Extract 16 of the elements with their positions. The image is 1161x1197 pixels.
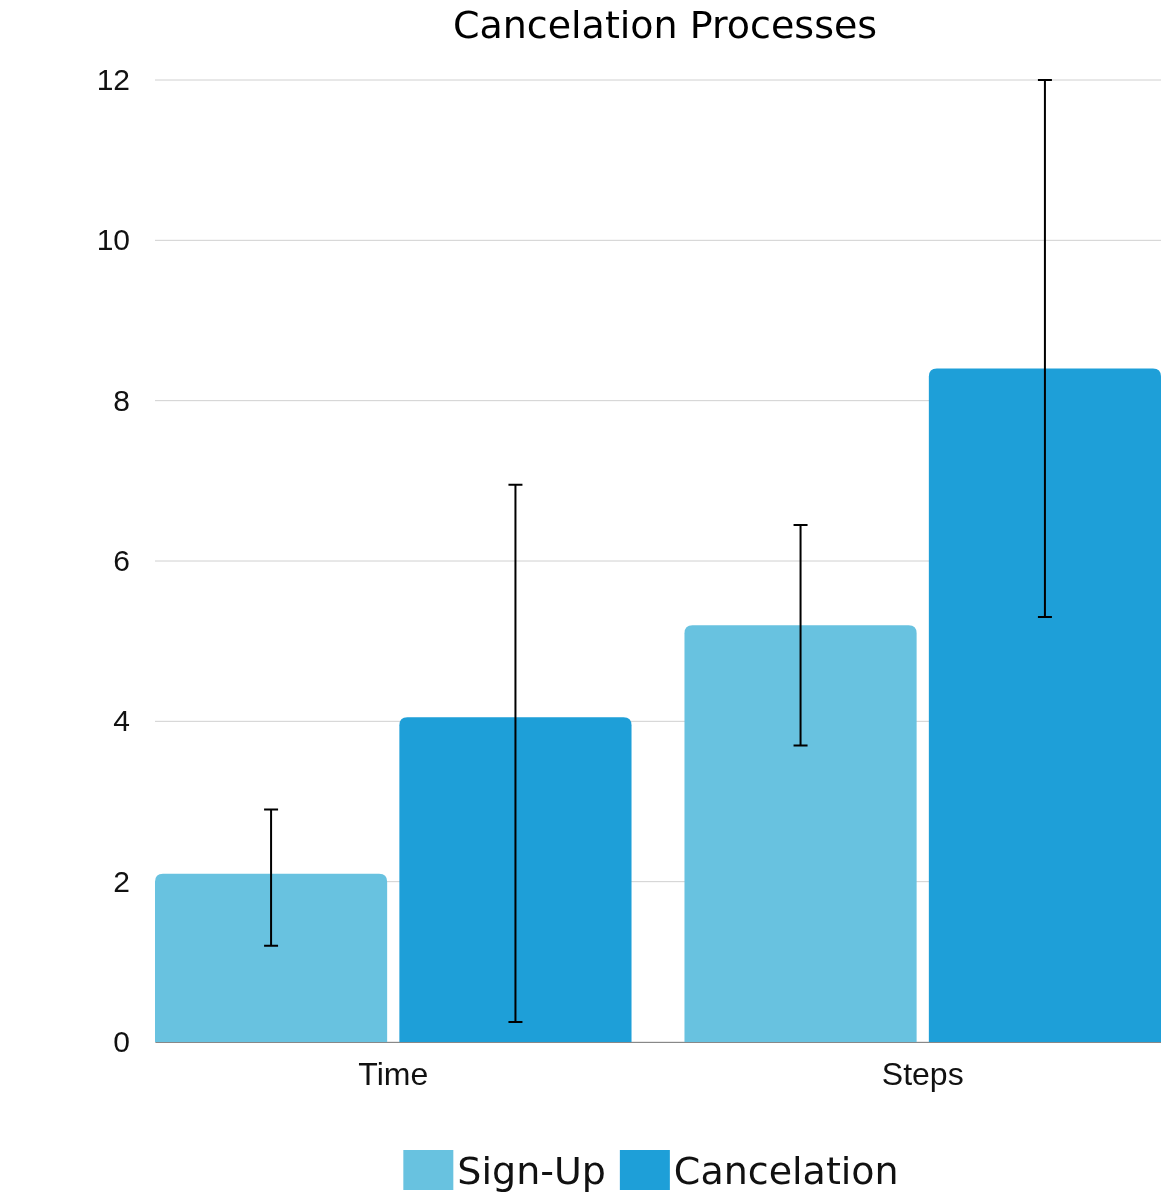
y-tick-label: 4	[113, 704, 130, 738]
y-tick-label: 12	[96, 63, 130, 97]
y-tick-label: 2	[113, 864, 130, 898]
bar	[684, 625, 917, 1042]
y-tick-label: 0	[113, 1025, 130, 1059]
bar	[155, 873, 388, 1042]
legend-label: Sign-Up	[457, 1149, 606, 1193]
legend-label: Cancelation	[673, 1149, 899, 1193]
x-tick-label: Time	[358, 1055, 429, 1092]
y-tick-label: 10	[96, 223, 130, 257]
bar	[928, 368, 1161, 1042]
x-tick-label: Steps	[881, 1055, 964, 1092]
chart-title: Cancelation Processes	[452, 3, 878, 47]
y-tick-label: 8	[113, 383, 130, 417]
y-tick-label: 6	[113, 544, 130, 578]
bar	[399, 717, 632, 1042]
